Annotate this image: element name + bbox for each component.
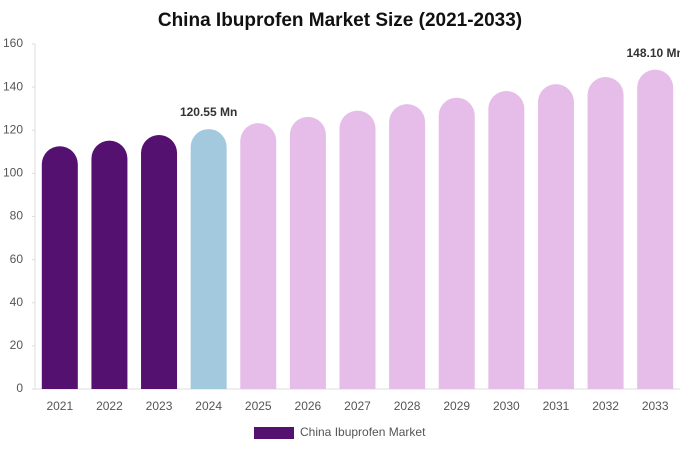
y-tick-label: 40	[10, 295, 24, 309]
bar	[637, 69, 674, 390]
x-tick-label: 2033	[642, 399, 669, 413]
y-tick-label: 80	[10, 209, 24, 223]
x-tick-label: 2023	[146, 399, 173, 413]
x-tick-label: 2022	[96, 399, 123, 413]
legend-label: China Ibuprofen Market	[300, 425, 426, 439]
chart-title: China Ibuprofen Market Size (2021-2033)	[158, 10, 522, 31]
y-tick-label: 120	[3, 122, 23, 136]
x-tick-label: 2024	[195, 399, 222, 413]
x-tick-label: 2028	[394, 399, 421, 413]
x-tick-label: 2031	[543, 399, 570, 413]
data-label: 148.10 Mn	[627, 46, 680, 60]
bar	[488, 91, 525, 389]
bar	[289, 116, 326, 389]
x-tick-label: 2026	[295, 399, 322, 413]
y-tick-label: 160	[3, 36, 23, 50]
bar	[339, 110, 376, 390]
x-tick-label: 2029	[443, 399, 470, 413]
x-tick-label: 2025	[245, 399, 272, 413]
bar	[438, 97, 475, 390]
bar	[41, 146, 78, 389]
bar	[587, 76, 624, 389]
y-tick-label: 140	[3, 79, 23, 93]
data-label: 120.55 Mn	[180, 105, 237, 119]
y-tick-label: 100	[3, 166, 23, 180]
x-tick-label: 2032	[592, 399, 619, 413]
bar	[91, 140, 128, 389]
bar	[190, 129, 227, 389]
x-tick-label: 2027	[344, 399, 371, 413]
bar	[537, 84, 574, 389]
legend-swatch	[254, 427, 294, 439]
bar	[389, 104, 426, 390]
bar	[240, 123, 277, 389]
y-tick-label: 60	[10, 252, 24, 266]
y-tick-label: 0	[16, 381, 23, 395]
x-tick-label: 2030	[493, 399, 520, 413]
y-tick-label: 20	[10, 338, 24, 352]
x-tick-label: 2021	[46, 399, 73, 413]
bar	[141, 135, 178, 389]
